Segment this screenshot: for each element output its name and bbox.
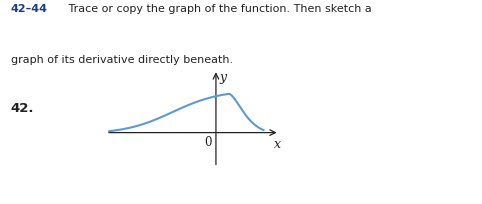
Text: graph of its derivative directly beneath.: graph of its derivative directly beneath… <box>11 55 233 65</box>
Text: Trace or copy the graph of the function. Then sketch a: Trace or copy the graph of the function.… <box>65 4 372 14</box>
Text: 0: 0 <box>204 136 212 149</box>
Text: x: x <box>274 138 281 151</box>
Text: 42.: 42. <box>11 102 34 115</box>
Text: 42–44: 42–44 <box>11 4 48 14</box>
Text: y: y <box>219 71 227 84</box>
